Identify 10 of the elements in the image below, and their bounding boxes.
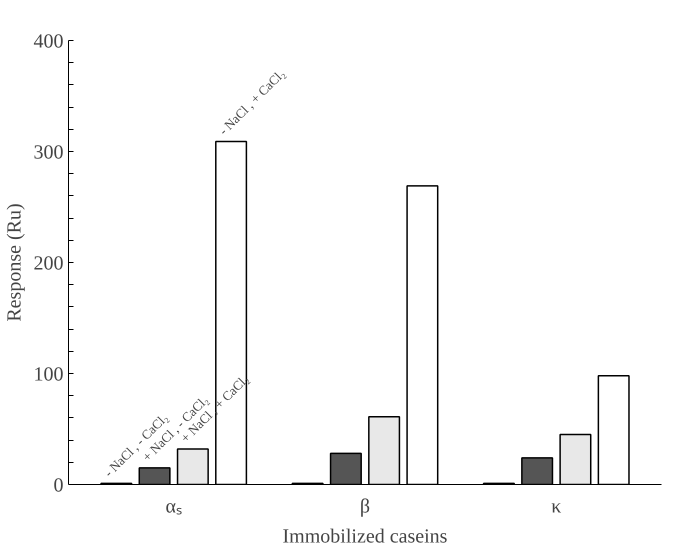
y-tick-label: 0	[54, 474, 64, 496]
x-tick-label: κ	[551, 496, 562, 518]
x-axis-title: Immobilized caseins	[282, 526, 448, 548]
y-tick-label: 300	[34, 142, 64, 164]
y-tick-label: 100	[34, 364, 64, 386]
y-tick-label: 200	[34, 252, 64, 274]
y-tick-label: 400	[34, 30, 64, 52]
x-tick-label: αₛ	[165, 496, 182, 518]
y-axis-title: Response (Ru)	[4, 203, 26, 322]
x-tick-label: β	[360, 496, 370, 518]
